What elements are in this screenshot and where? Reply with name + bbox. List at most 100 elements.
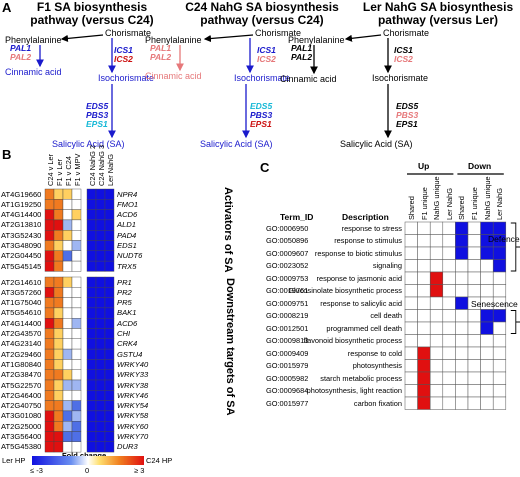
gene-eds5: EDS5: [250, 101, 273, 111]
node-cinnamic-acid: Cinnamic acid: [280, 74, 337, 84]
node-phenylalanine: Phenylalanine: [145, 35, 202, 45]
gene-pbs3: PBS3: [250, 110, 273, 120]
go-enrichment-cell: [404, 271, 418, 285]
go-enrichment-cell: [417, 346, 431, 360]
go-term-description: response to cold: [347, 348, 402, 358]
go-enrichment-cell: [442, 346, 456, 360]
arrow-chorismate-phenylalanine: [203, 34, 254, 43]
go-enrichment-cell: [417, 371, 431, 385]
go-enrichment-cell: [492, 284, 507, 298]
go-enrichment-cell: [442, 309, 456, 323]
gene-id: AT3G01080: [1, 411, 42, 421]
gene-name: CHI: [117, 329, 131, 338]
gene-id: AT2G43570: [1, 329, 42, 338]
gene-id: AT2G14610: [1, 277, 42, 287]
go-enrichment-cell: [404, 259, 418, 273]
go-enrichment-cell: [480, 284, 494, 298]
pathway-title-lernahg: Ler NahG SA biosynthesis pathway (versus…: [356, 1, 520, 27]
legend-mid-label: 0: [85, 466, 90, 475]
gene-id: AT1G80840: [1, 359, 42, 369]
gene-pal2: PAL2: [10, 52, 32, 62]
go-enrichment-cell: [467, 271, 481, 285]
node-phenylalanine: Phenylalanine: [5, 35, 62, 45]
go-term-id: GO:0050896: [266, 236, 309, 245]
go-enrichment-cell: [417, 309, 431, 323]
go-term-id: GO:0009409: [266, 348, 309, 358]
gene-name: WRKY40: [117, 359, 149, 369]
go-enrichment-cell: [404, 371, 418, 385]
go-enrichment-cell: [467, 221, 481, 235]
go-term-id: GO:0015979: [266, 361, 309, 370]
legend-max-label: ≥ 3: [134, 466, 145, 475]
gene-pbs3: PBS3: [396, 110, 419, 120]
gene-id: AT5G45145: [1, 261, 42, 271]
go-enrichment-cell: [417, 234, 431, 248]
panel-c-label: C: [260, 160, 270, 175]
go-enrichment-cell: [417, 321, 431, 335]
go-enrichment-cell: [429, 359, 444, 373]
go-enrichment-cell: [467, 259, 481, 273]
go-term-description: response to jasmonic acid: [316, 273, 402, 283]
go-enrichment-cell: [417, 334, 431, 348]
gene-name: PAD4: [117, 230, 137, 240]
go-enrichment-cell: [404, 234, 418, 248]
gene-pal1: PAL1: [291, 43, 313, 53]
go-enrichment-cell: [480, 321, 494, 335]
go-enrichment-cell: [480, 371, 494, 385]
go-enrichment-cell: [455, 259, 469, 273]
node-cinnamic-acid: Cinnamic acid: [5, 67, 62, 77]
go-term-description: response to biotic stimulus: [314, 248, 402, 258]
go-enrichment-cell: [492, 346, 507, 360]
go-term-id: GO:0019761: [266, 286, 309, 295]
node-cinnamic-acid: Cinnamic acid: [145, 71, 202, 81]
gene-name: BAK1: [117, 308, 137, 318]
pathway-title-lernahg-line1: Ler NahG SA biosynthesis: [362, 0, 514, 14]
go-enrichment-cell: [404, 359, 418, 373]
go-enrichment-cell: [404, 396, 418, 410]
go-enrichment-cell: [442, 384, 456, 398]
gene-id: AT3G48090: [1, 241, 42, 250]
gene-pal1: PAL1: [150, 43, 172, 53]
gene-name: WRKY60: [117, 421, 149, 431]
go-enrichment-cell: [480, 396, 494, 410]
header-down: Down: [468, 161, 492, 171]
go-enrichment-cell: [417, 271, 431, 285]
go-term-description: Glucosinolate biosynthetic process: [288, 286, 402, 295]
go-term-id: GO:0009813: [266, 336, 309, 345]
gene-ics2: ICS2: [257, 54, 276, 64]
legend-color-bar: [32, 456, 144, 465]
gene-name: GSTU4: [117, 349, 143, 359]
go-enrichment-cell: [492, 271, 507, 285]
gene-ics1: ICS1: [394, 45, 413, 55]
gene-ics1: ICS1: [257, 45, 276, 55]
go-enrichment-cell: [480, 259, 494, 273]
go-enrichment-cell: [455, 284, 469, 298]
go-enrichment-cell: [492, 371, 507, 385]
go-enrichment-cell: [417, 259, 431, 273]
header-up: Up: [418, 161, 430, 171]
node-salicylic-acid: Salicylic Acid (SA): [340, 139, 413, 149]
go-enrichment-cell: [467, 384, 481, 398]
gene-pbs3: PBS3: [86, 110, 109, 120]
go-term-description: carbon fixation: [353, 398, 402, 408]
gene-name: CRK4: [117, 339, 138, 349]
go-enrichment-cell: [429, 384, 444, 398]
legend-title: Fold change: [62, 451, 106, 460]
gene-id: AT1G19250: [1, 199, 42, 209]
go-term-description: programmed cell death: [326, 323, 402, 333]
go-term-id: GO:0005982: [266, 373, 309, 383]
bracket-label-defence: Defence: [488, 234, 520, 244]
go-enrichment-cell: [492, 221, 507, 235]
gene-name: WRKY70: [117, 432, 149, 441]
gene-ics2: ICS2: [394, 54, 413, 64]
gene-id: AT4G19660: [1, 189, 42, 199]
go-enrichment-cell: [480, 384, 494, 398]
go-term-description: cell death: [370, 311, 402, 320]
bracket-label-senescence: Senescence: [471, 299, 518, 309]
go-enrichment-cell: [480, 309, 494, 323]
go-enrichment-cell: [429, 296, 444, 310]
gene-id: AT3G52430: [1, 230, 42, 240]
legend-right-label: C24 HP: [146, 456, 173, 465]
go-enrichment-cell: [455, 309, 469, 323]
gene-id: AT3G56400: [1, 432, 42, 441]
